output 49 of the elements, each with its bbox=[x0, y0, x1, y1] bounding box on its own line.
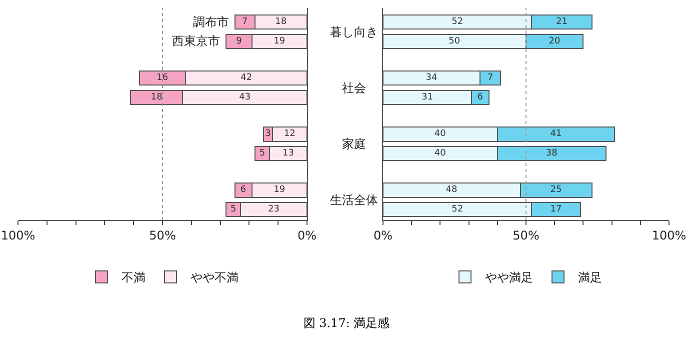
data-label: 41 bbox=[550, 129, 562, 140]
legend-label: 満足 bbox=[578, 270, 602, 285]
data-label: 50 bbox=[448, 36, 460, 46]
data-label: 18 bbox=[275, 17, 287, 28]
data-label: 16 bbox=[156, 73, 168, 84]
caption: 図 3.17: 満足感 bbox=[302, 315, 391, 332]
legend-label: やや満足 bbox=[485, 270, 533, 285]
data-label: 48 bbox=[446, 185, 458, 196]
text: 暮し向き bbox=[330, 25, 378, 39]
data-label: 17 bbox=[550, 204, 562, 215]
data-label: 19 bbox=[274, 185, 286, 196]
x-tick-label: 100% bbox=[0, 228, 36, 242]
data-label: 25 bbox=[550, 185, 562, 196]
data-label: 5 bbox=[259, 148, 266, 159]
data-label: 52 bbox=[452, 17, 464, 28]
data-label: 3 bbox=[265, 129, 271, 140]
data-label: 40 bbox=[434, 129, 446, 140]
data-label: 18 bbox=[150, 92, 163, 102]
data-label: 31 bbox=[422, 92, 434, 102]
data-label: 34 bbox=[426, 73, 438, 84]
data-label: 23 bbox=[268, 204, 280, 215]
x-tick-label: 50% bbox=[149, 228, 176, 242]
x-tick-label: 0% bbox=[373, 228, 393, 242]
data-label: 6 bbox=[240, 185, 246, 196]
data-label: 13 bbox=[282, 148, 294, 159]
data-label: 42 bbox=[240, 73, 252, 84]
data-label: 52 bbox=[452, 204, 464, 215]
y-tick-label: 西東京市 bbox=[172, 34, 220, 48]
data-label: 9 bbox=[236, 36, 242, 46]
legend-label: やや不満 bbox=[190, 270, 238, 285]
data-label: 38 bbox=[546, 148, 558, 159]
data-label: 20 bbox=[548, 36, 560, 46]
x-tick-label: 100% bbox=[652, 228, 686, 242]
text: 社会 bbox=[342, 81, 366, 95]
legend-label: 不満 bbox=[122, 270, 146, 285]
text: 家庭 bbox=[342, 137, 366, 151]
data-label: 5 bbox=[230, 204, 236, 215]
data-label: 40 bbox=[434, 148, 446, 159]
data-label: 19 bbox=[274, 36, 286, 46]
data-label: 7 bbox=[242, 17, 248, 28]
x-tick-label: 0% bbox=[297, 228, 317, 242]
x-tick-label: 50% bbox=[512, 228, 540, 242]
data-label: 21 bbox=[556, 17, 568, 28]
data-label: 6 bbox=[477, 92, 484, 102]
data-label: 7 bbox=[487, 73, 494, 84]
data-label: 43 bbox=[239, 92, 251, 102]
data-label: 12 bbox=[284, 129, 296, 140]
y-tick-label: 調布市 bbox=[193, 15, 229, 29]
text: 生活全体 bbox=[330, 193, 378, 207]
